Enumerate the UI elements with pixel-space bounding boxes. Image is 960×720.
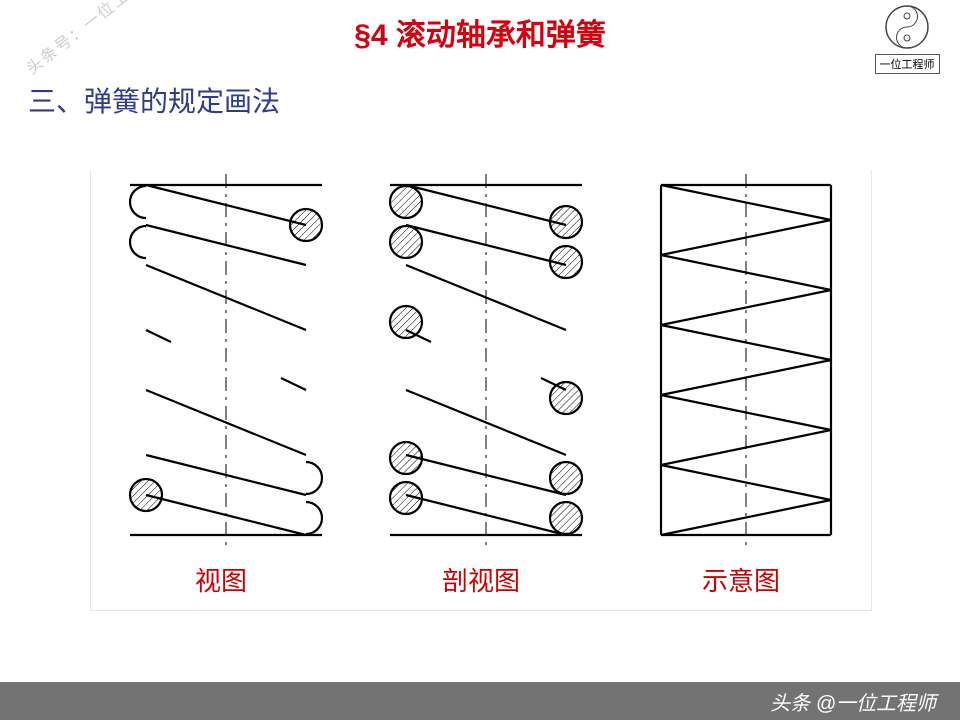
section-heading: 三、弹簧的规定画法: [28, 80, 280, 120]
footer-text: 头条 @一位工程师: [770, 687, 936, 716]
footer-bar: 头条 @一位工程师: [0, 682, 960, 720]
caption-view: 视图: [91, 561, 351, 598]
author-logo: 一位工程师: [872, 4, 942, 74]
page-title: §4 滚动轴承和弹簧: [0, 10, 960, 54]
caption-section: 剖视图: [351, 561, 611, 598]
logo-label: 一位工程师: [875, 54, 940, 74]
spring-drawings-figure: 视图 剖视图 示意图: [90, 170, 872, 611]
title-text: §4 滚动轴承和弹簧: [354, 19, 606, 52]
caption-schematic: 示意图: [611, 561, 871, 598]
spring-svg: [91, 170, 871, 560]
subtitle-text: 三、弹簧的规定画法: [28, 86, 280, 117]
